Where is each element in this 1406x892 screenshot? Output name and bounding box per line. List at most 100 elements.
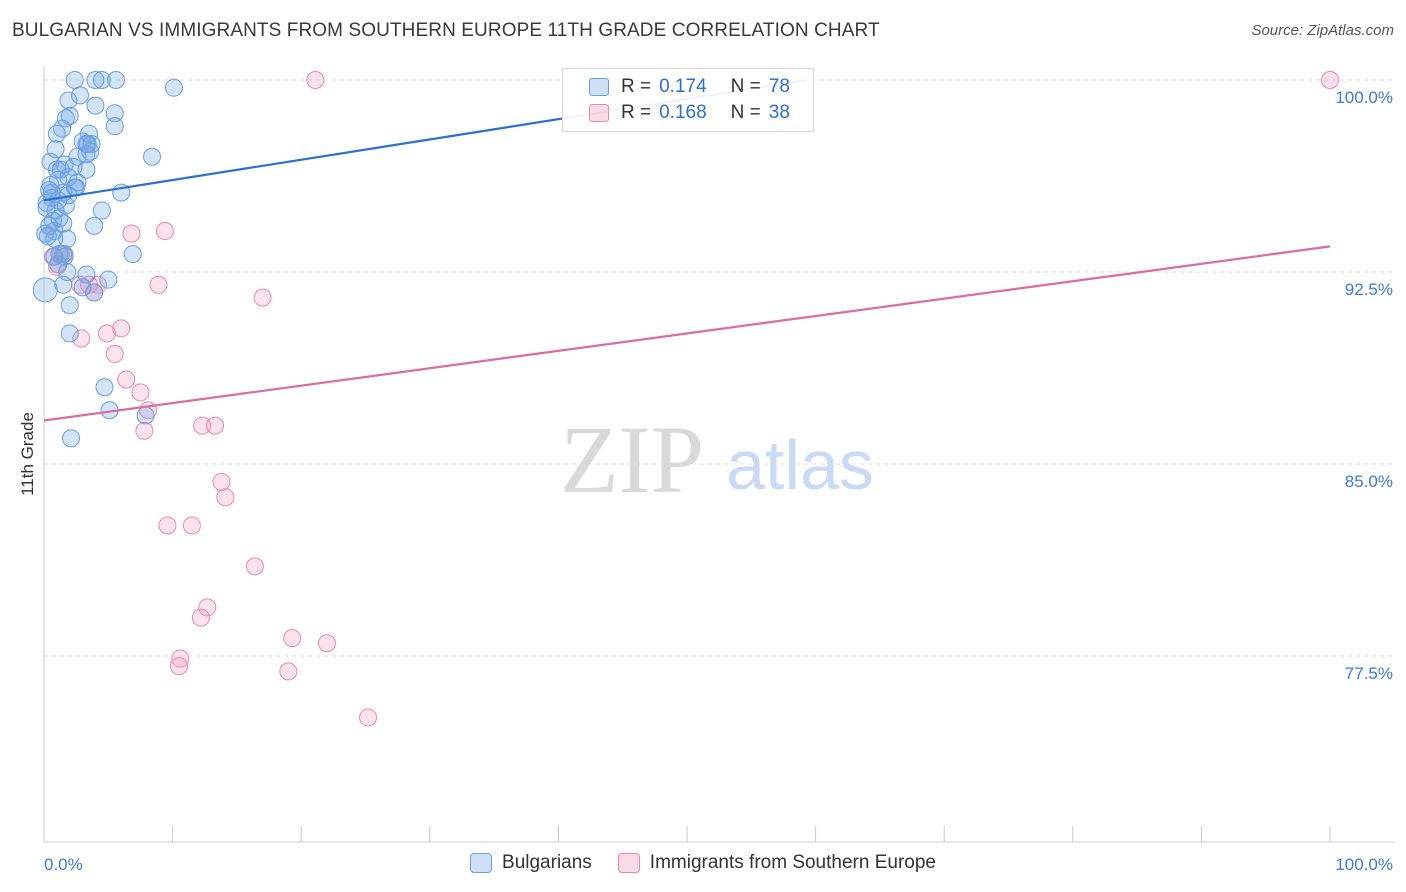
legend-r-value: 0.174 xyxy=(659,76,707,97)
data-point-immigrants xyxy=(1321,71,1339,89)
data-point-bulgarians xyxy=(136,406,155,425)
data-point-immigrants xyxy=(105,344,124,363)
y-tick-label: 85.0% xyxy=(1345,472,1393,491)
trend-line-immigrants xyxy=(43,245,1331,422)
data-point-immigrants xyxy=(245,557,264,576)
series-bulgarians-points xyxy=(32,71,787,448)
data-point-immigrants xyxy=(122,224,141,243)
data-point-bulgarians xyxy=(143,147,162,166)
legend-row-immigrants: R = 0.168 N = 38 xyxy=(589,101,790,125)
data-point-bulgarians xyxy=(60,296,79,315)
legend-r-value: 0.168 xyxy=(659,102,707,123)
data-point-bulgarians xyxy=(58,263,77,281)
data-point-immigrants xyxy=(98,324,117,343)
data-point-bulgarians xyxy=(85,216,104,235)
legend-n-label: N = xyxy=(730,76,761,97)
data-point-bulgarians xyxy=(85,283,104,302)
legend-n-value: 78 xyxy=(768,76,790,97)
legend-swatch-pink xyxy=(589,104,609,122)
data-point-bulgarians xyxy=(105,104,124,123)
data-point-bulgarians xyxy=(58,229,77,248)
legend-n-label: N = xyxy=(730,102,761,123)
x-tick-labels: 0.0% 100.0% xyxy=(44,855,1393,874)
y-axis-label: 11th Grade xyxy=(18,412,37,496)
data-point-bulgarians xyxy=(59,91,78,110)
data-point-bulgarians xyxy=(38,227,57,246)
data-point-bulgarians xyxy=(41,152,60,171)
data-point-bulgarians xyxy=(47,124,66,143)
data-point-immigrants xyxy=(171,649,190,668)
source-label: Source: ZipAtlas.com xyxy=(1251,22,1394,39)
data-point-bulgarians xyxy=(123,245,142,264)
data-point-immigrants xyxy=(212,472,231,491)
data-point-bulgarians xyxy=(82,135,101,153)
data-point-immigrants xyxy=(149,275,168,294)
data-point-bulgarians xyxy=(164,78,183,97)
data-point-bulgarians xyxy=(60,324,79,343)
data-point-bulgarians xyxy=(65,71,84,89)
data-point-bulgarians xyxy=(49,255,68,274)
data-point-immigrants xyxy=(279,662,298,681)
data-point-immigrants xyxy=(283,629,302,648)
data-point-bulgarians xyxy=(107,71,126,89)
data-point-bulgarians xyxy=(53,119,72,138)
data-point-immigrants xyxy=(359,708,378,727)
legend-swatch-blue xyxy=(470,853,493,873)
legend-n-value: 38 xyxy=(768,102,790,123)
legend-swatch-blue xyxy=(589,78,609,96)
data-point-immigrants xyxy=(193,416,212,435)
y-tick-label: 100.0% xyxy=(1335,88,1393,107)
data-point-immigrants xyxy=(191,608,210,627)
data-point-immigrants xyxy=(170,657,189,676)
data-point-bulgarians xyxy=(92,201,111,220)
data-point-immigrants xyxy=(112,319,131,338)
data-point-immigrants xyxy=(317,634,336,653)
y-tick-labels: 77.5% 85.0% 92.5% 100.0% xyxy=(1335,88,1393,683)
data-point-immigrants xyxy=(117,370,136,389)
legend-swatch-pink xyxy=(617,853,640,873)
data-point-immigrants xyxy=(72,329,91,348)
series-legend: Bulgarians Immigrants from Southern Euro… xyxy=(0,852,1406,874)
data-point-bulgarians xyxy=(32,277,58,303)
chart-title: BULGARIAN VS IMMIGRANTS FROM SOUTHERN EU… xyxy=(12,20,880,41)
data-point-immigrants xyxy=(182,516,201,535)
data-point-bulgarians xyxy=(73,278,92,297)
data-point-bulgarians xyxy=(42,183,61,202)
legend-row-bulgarians: R = 0.174 N = 78 xyxy=(589,75,790,99)
data-point-bulgarians xyxy=(77,160,96,179)
data-point-immigrants xyxy=(216,488,235,507)
axes xyxy=(43,66,1394,843)
data-point-bulgarians xyxy=(86,96,105,115)
correlation-legend: R = 0.174 N = 78 R = 0.168 N = 38 xyxy=(562,68,814,132)
data-point-bulgarians xyxy=(62,429,81,448)
data-point-immigrants xyxy=(253,288,272,307)
data-point-bulgarians xyxy=(86,71,105,89)
data-point-bulgarians xyxy=(92,71,111,89)
data-point-bulgarians xyxy=(105,117,124,136)
data-point-bulgarians xyxy=(36,224,55,243)
watermark-atlas: atlas xyxy=(726,426,874,504)
y-tick-label: 92.5% xyxy=(1345,280,1393,299)
data-point-bulgarians xyxy=(71,86,90,105)
x-tick-label: 100.0% xyxy=(1335,855,1393,874)
y-tick-label: 77.5% xyxy=(1345,664,1393,683)
data-point-bulgarians xyxy=(95,378,114,397)
data-point-immigrants xyxy=(135,421,154,440)
legend-item-immigrants[interactable]: Immigrants from Southern Europe xyxy=(617,852,936,874)
data-point-immigrants xyxy=(198,598,217,617)
legend-r-label: R = xyxy=(621,76,652,97)
x-tick-label: 0.0% xyxy=(44,855,83,874)
legend-label-bulgarians: Bulgarians xyxy=(502,852,592,873)
data-point-immigrants xyxy=(155,222,174,241)
data-point-bulgarians xyxy=(50,209,69,228)
data-point-immigrants xyxy=(158,516,177,535)
legend-r-label: R = xyxy=(621,102,652,123)
data-point-immigrants xyxy=(306,71,325,89)
legend-item-bulgarians[interactable]: Bulgarians xyxy=(470,852,592,874)
data-point-bulgarians xyxy=(99,270,118,289)
data-point-bulgarians xyxy=(55,247,74,266)
legend-label-immigrants: Immigrants from Southern Europe xyxy=(649,852,936,873)
data-point-immigrants xyxy=(206,416,225,435)
watermark-zip: ZIP xyxy=(560,406,704,513)
